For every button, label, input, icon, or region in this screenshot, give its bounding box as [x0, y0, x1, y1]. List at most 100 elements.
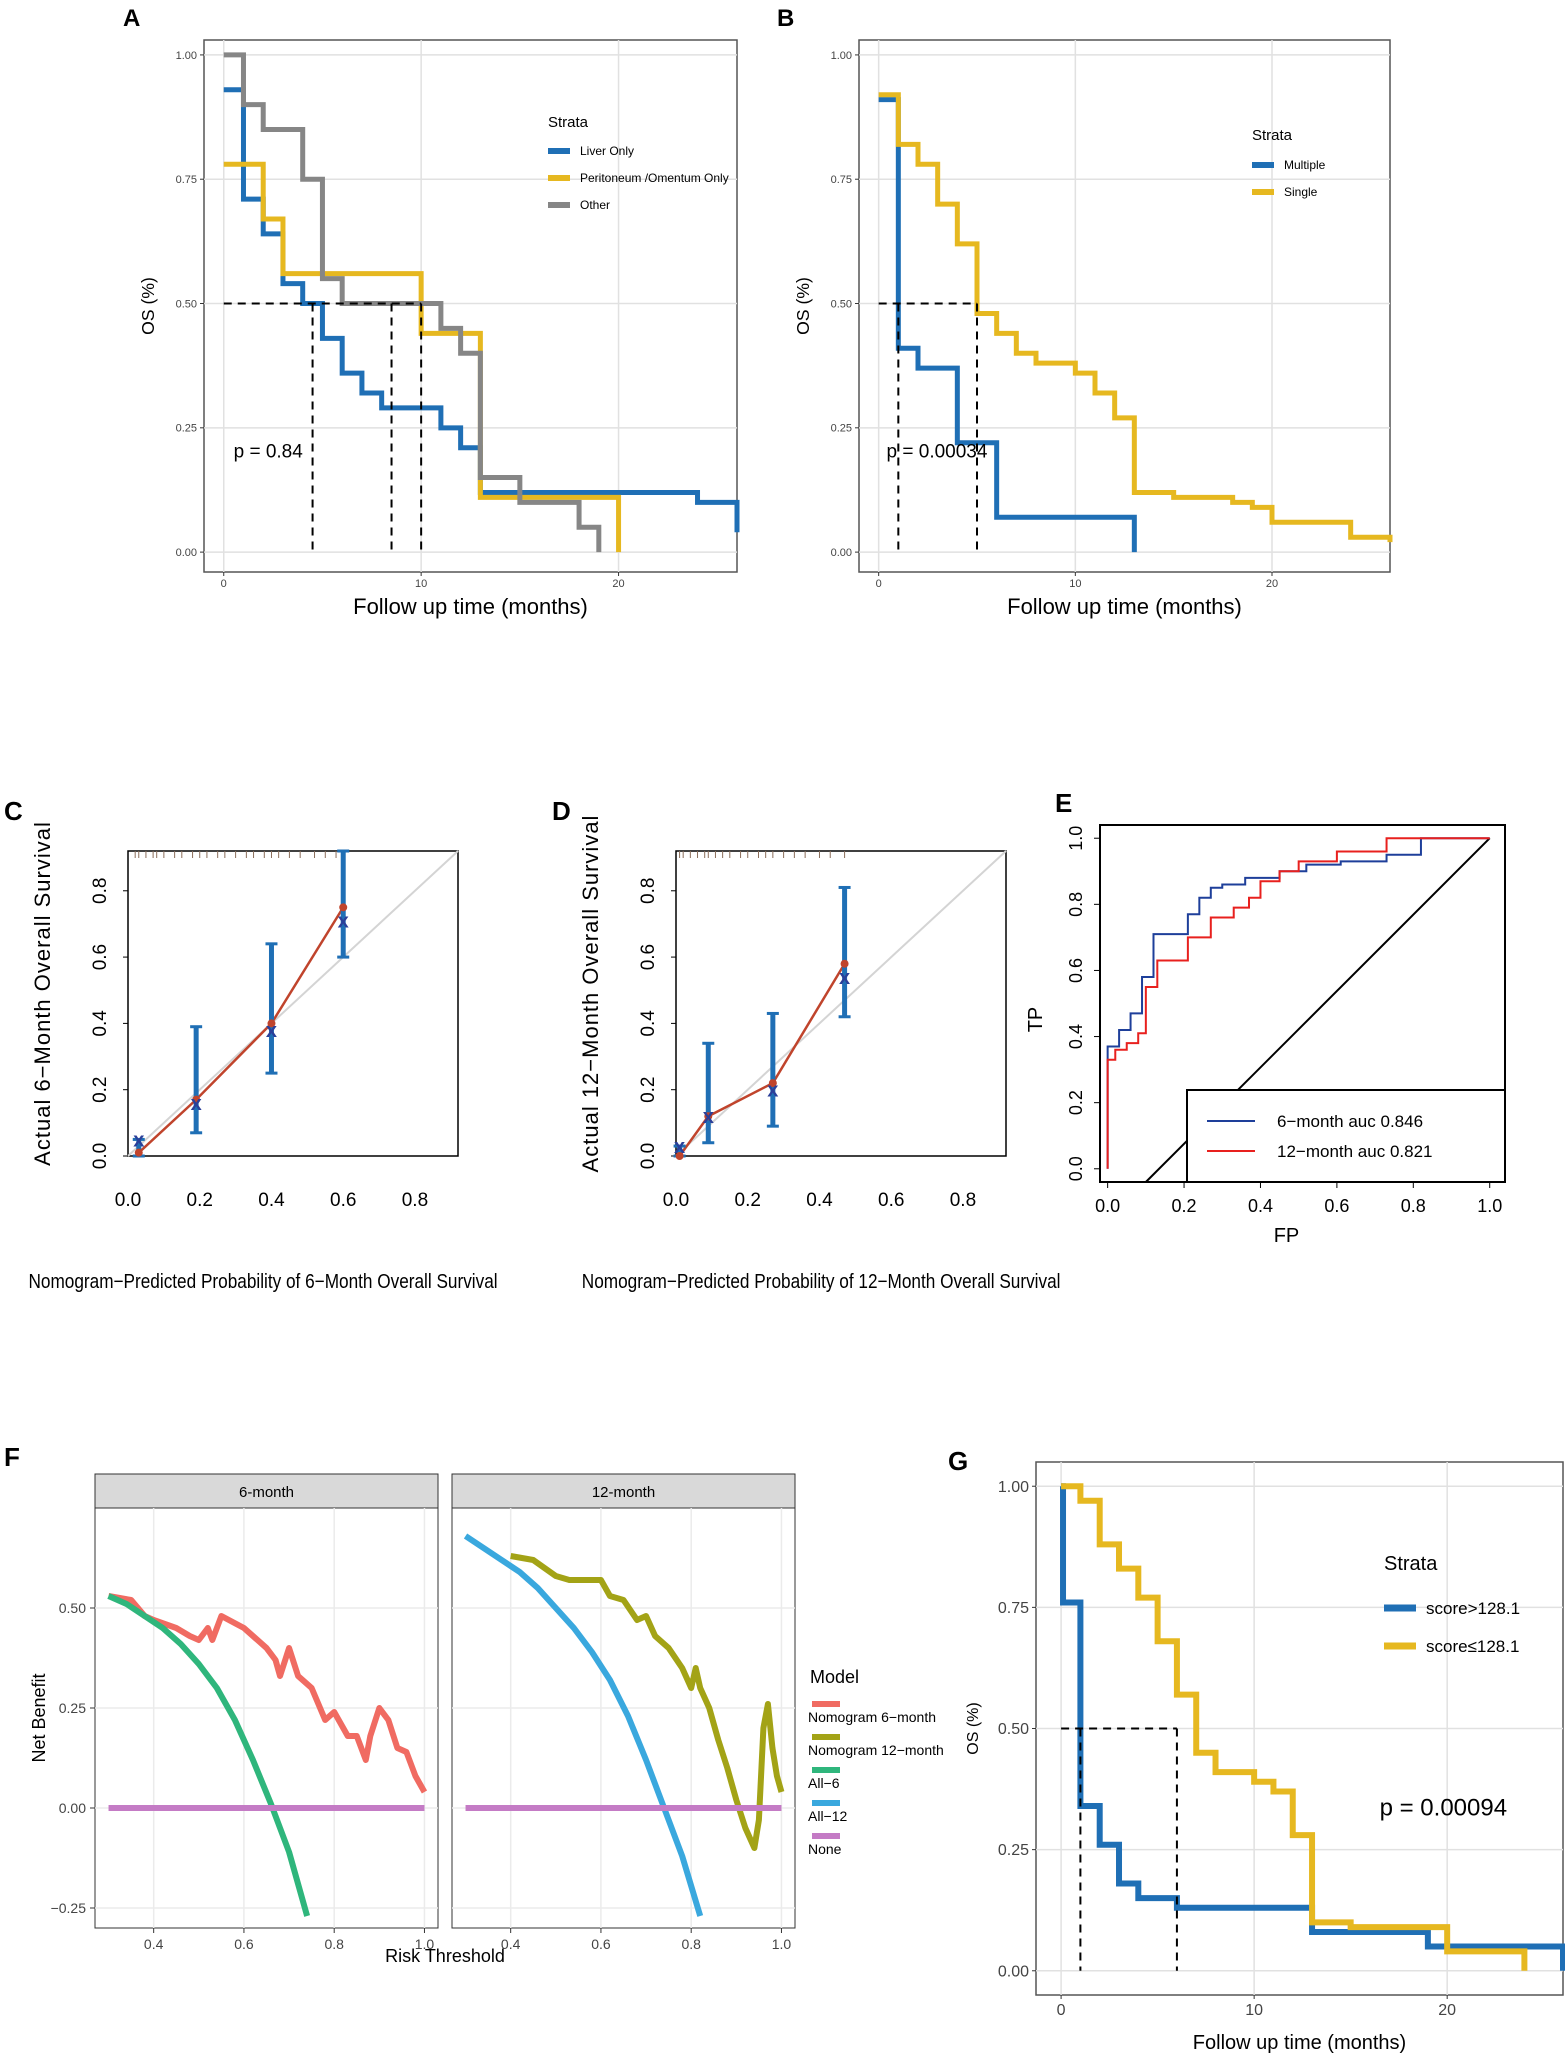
- x-tick-label: 0.6: [330, 1190, 356, 1211]
- panel-label: G: [948, 1446, 968, 1476]
- legend-label: 6−month auc 0.846: [1277, 1112, 1423, 1131]
- x-tick-label: 0.8: [324, 1936, 344, 1952]
- y-tick-label: 0.00: [998, 1963, 1029, 1980]
- y-tick-label: 1.00: [831, 50, 852, 62]
- legend-label: None: [808, 1841, 842, 1857]
- y-tick-label: 0.4: [638, 1010, 659, 1037]
- legend-title: Strata: [1252, 127, 1293, 144]
- legend-title: Strata: [1384, 1553, 1438, 1575]
- legend-box: [1186, 1089, 1506, 1183]
- survival-curve-score-128-1: [1061, 1483, 1528, 1971]
- y-tick-label: 0.25: [59, 1700, 86, 1716]
- y-tick-label: 0.0: [638, 1143, 659, 1169]
- x-tick-label: 0.8: [1401, 1196, 1426, 1216]
- x-tick-label: 0: [221, 578, 227, 590]
- x-tick-label: 0: [876, 578, 882, 590]
- facet-strip: [94, 1473, 439, 1509]
- panel-label: C: [4, 796, 23, 826]
- x-tick-label: 0.8: [402, 1190, 428, 1211]
- apparent-point: [840, 959, 849, 968]
- x-tick-label: 0.2: [735, 1190, 761, 1211]
- bias-corrected-marker: x: [767, 1080, 778, 1102]
- x-tick-label: 10: [415, 578, 427, 590]
- y-tick-label: 0.4: [1066, 1024, 1086, 1049]
- y-tick-label: 0.50: [998, 1721, 1029, 1738]
- y-tick-label: 0.25: [998, 1842, 1029, 1859]
- x-axis-title: Nomogram−Predicted Probability of 12−Mon…: [582, 1270, 1061, 1293]
- survival-curve-other: [223, 52, 602, 553]
- legend-label: Liver Only: [580, 144, 634, 158]
- p-value: p = 0.84: [234, 442, 304, 463]
- p-value: p = 0.00094: [1380, 1795, 1507, 1822]
- plot-area: [858, 39, 1391, 573]
- legend-label: Single: [1284, 185, 1318, 199]
- x-tick-label: 0.4: [501, 1936, 521, 1952]
- panel-b: B 0 10 20 0.00 0.25 0.50 0.75 1.00 Follow up time…: [777, 5, 1393, 619]
- x-tick-label: 0.8: [681, 1936, 701, 1952]
- bias-corrected-marker: x: [674, 1136, 685, 1158]
- legend-label: 12−month auc 0.821: [1277, 1142, 1432, 1161]
- x-axis-title: Follow up time (months): [1007, 594, 1242, 619]
- bias-corrected-marker: x: [338, 911, 349, 933]
- panel-label: D: [552, 796, 571, 826]
- y-tick-label: 0.4: [90, 1010, 111, 1037]
- x-tick-label: 0.4: [1248, 1196, 1273, 1216]
- x-axis-title: Nomogram−Predicted Probability of 6−Mont…: [28, 1270, 497, 1293]
- x-tick-label: 1.0: [772, 1936, 792, 1952]
- x-tick-label: 0: [1057, 2002, 1066, 2019]
- plot-area: [94, 1507, 439, 1929]
- y-tick-label: 0.6: [638, 944, 659, 970]
- net-benefit-curve: [510, 1553, 785, 1851]
- apparent-point: [134, 1148, 143, 1157]
- y-tick-label: 0.25: [831, 423, 852, 435]
- x-tick-label: 0.0: [1095, 1196, 1120, 1216]
- legend-label: Nomogram 6−month: [808, 1709, 936, 1725]
- y-tick-label: 0.6: [90, 944, 111, 970]
- apparent-point: [704, 1112, 713, 1121]
- panel-label: B: [777, 5, 794, 32]
- x-tick-label: 0.4: [144, 1936, 164, 1952]
- survival-curve-score-128-1: [1060, 1483, 1565, 1971]
- y-axis-title: TP: [1025, 1007, 1047, 1033]
- x-tick-label: 1.0: [415, 1936, 435, 1952]
- ideal-diagonal: [127, 850, 459, 1157]
- panel-g: G 0 10 20 0.00 0.25 0.50 0.75 1.00 Follow up time…: [948, 1446, 1565, 2053]
- y-tick-label: 0.8: [638, 878, 659, 904]
- bias-corrected-marker: x: [703, 1106, 714, 1128]
- y-tick-label: 0.25: [176, 423, 197, 435]
- y-axis-title: OS (%): [965, 1702, 982, 1754]
- panel-e: E 0.0 0.2 0.4 0.6 0.8 1.0 0.0 0.2 0.4 0.6 0.8 1.0 FP T…: [1025, 788, 1506, 1247]
- x-tick-label: 0.8: [950, 1190, 976, 1211]
- legend-label: All−6: [808, 1775, 840, 1791]
- legend-label: Nomogram 12−month: [808, 1742, 944, 1758]
- x-axis-title: Follow up time (months): [1193, 2032, 1406, 2053]
- x-tick-label: 0.0: [663, 1190, 689, 1211]
- y-tick-label: 0.00: [59, 1800, 86, 1816]
- x-tick-label: 0.4: [806, 1190, 833, 1211]
- y-axis-title: Actual 6−Month Overall Survival: [30, 821, 55, 1166]
- legend-label: score≤128.1: [1426, 1637, 1519, 1656]
- legend-label: Multiple: [1284, 158, 1326, 172]
- panel-d: D 0.0 0.2 0.4 0.6 0.8 0.0 0.2 0.4 0.6 0.8 Nomogram−…: [552, 796, 1060, 1292]
- y-tick-label: 0.8: [90, 878, 111, 904]
- apparent-point: [768, 1079, 777, 1088]
- bias-corrected-marker: x: [191, 1093, 202, 1115]
- x-tick-label: 20: [1266, 578, 1278, 590]
- x-tick-label: 0.0: [115, 1190, 141, 1211]
- calibration-line: [678, 963, 846, 1157]
- panel-a: A 0 10 20 0.00 0.25 0.50 0.75 1.00 Follow up time…: [123, 5, 740, 619]
- gridlines: [859, 40, 1390, 572]
- y-tick-label: 0.75: [831, 174, 852, 186]
- y-tick-label: 0.0: [1066, 1156, 1086, 1181]
- y-tick-label: 0.50: [831, 298, 852, 310]
- x-tick-label: 20: [1438, 2002, 1456, 2019]
- x-tick-label: 0.6: [591, 1936, 611, 1952]
- y-tick-label: 0.8: [1066, 892, 1086, 917]
- y-tick-label: 0.2: [1066, 1090, 1086, 1115]
- y-tick-label: 1.0: [1066, 826, 1086, 851]
- apparent-point: [192, 1095, 201, 1104]
- x-axis-title: FP: [1274, 1225, 1300, 1247]
- plot-area: [451, 1507, 796, 1929]
- y-tick-label: 0.00: [176, 547, 197, 559]
